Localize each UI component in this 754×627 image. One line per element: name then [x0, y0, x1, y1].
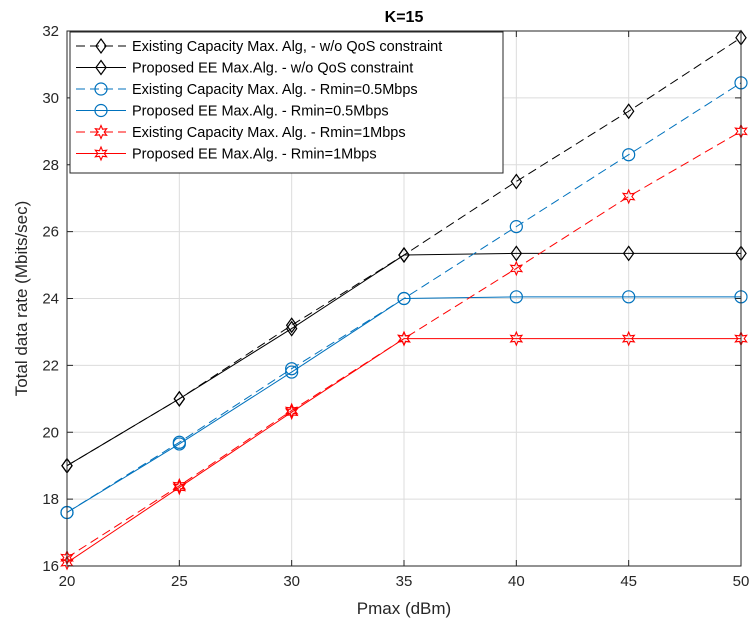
series-line-1 — [66, 252, 741, 467]
legend-marker-1 — [95, 59, 107, 76]
series-4-point-1 — [172, 477, 187, 494]
y-tick-label-1: 18 — [42, 491, 59, 508]
legend-marker-4 — [94, 124, 108, 140]
series-1-point-5 — [622, 245, 635, 262]
series-5-point-5 — [621, 330, 636, 347]
series-2-point-5 — [622, 148, 636, 162]
series-3-point-3 — [397, 291, 411, 306]
y-tick-label-5: 26 — [42, 224, 59, 241]
series-1-point-3 — [398, 247, 410, 264]
series-2-point-4 — [509, 220, 523, 234]
series-3-point-2 — [285, 365, 299, 379]
legend-entry-0: Existing Capacity Max. Alg, - w/o QoS co… — [76, 37, 442, 55]
x-tick-label-1: 25 — [171, 573, 188, 590]
series-line-5 — [66, 338, 741, 564]
chart-title: K=15 — [385, 9, 424, 26]
series-5-point-2 — [284, 404, 299, 421]
series-3-point-4 — [509, 290, 523, 304]
y-tick-label-2: 20 — [42, 424, 59, 441]
legend-label-0: Existing Capacity Max. Alg, - w/o QoS co… — [132, 39, 442, 55]
series-0-point-5 — [622, 103, 635, 120]
series-3-point-1 — [172, 437, 186, 451]
series-4-point-5 — [621, 188, 636, 205]
legend-marker-5 — [94, 145, 108, 162]
legend-entry-1: Proposed EE Max.Alg. - w/o QoS constrain… — [76, 59, 413, 77]
legend-marker-2 — [94, 82, 108, 96]
series-1-point-2 — [285, 320, 298, 337]
series-line-3 — [66, 296, 741, 513]
y-tick-label-0: 16 — [42, 558, 59, 575]
series-layer — [60, 29, 748, 571]
series-line-4 — [66, 130, 742, 559]
x-tick-label-3: 35 — [396, 573, 413, 590]
series-5-point-3 — [397, 330, 411, 347]
legend-label-5: Proposed EE Max.Alg. - Rmin=1Mbps — [132, 147, 377, 163]
axis-ticks: 20 25 30 35 40 45 50 16 18 20 22 24 26 28 30 32 — [42, 23, 749, 590]
series-4-point-4 — [509, 260, 524, 277]
y-tick-label-4: 24 — [42, 291, 59, 308]
y-axis-label: Total data rate (Mbits/sec) — [12, 201, 31, 397]
legend-label-2: Existing Capacity Max. Alg. - Rmin=0.5Mb… — [132, 82, 418, 98]
legend-box — [69, 31, 504, 174]
series-1 — [61, 245, 747, 474]
x-tick-label-6: 50 — [733, 573, 750, 590]
y-tick-label-3: 22 — [42, 357, 59, 374]
legend-marker-0 — [95, 37, 107, 55]
series-1-point-1 — [173, 390, 186, 407]
legend-entry-3: Proposed EE Max.Alg. - Rmin=0.5Mbps — [76, 104, 389, 120]
y-tick-label-6: 28 — [42, 157, 59, 174]
series-5 — [60, 330, 748, 571]
series-3-point-5 — [622, 290, 636, 304]
legend-label-1: Proposed EE Max.Alg. - w/o QoS constrain… — [132, 61, 413, 77]
legend-entry-5: Proposed EE Max.Alg. - Rmin=1Mbps — [76, 145, 377, 163]
series-5-point-1 — [172, 479, 187, 496]
series-5-point-4 — [509, 330, 524, 347]
x-tick-label-4: 40 — [508, 573, 525, 590]
y-tick-label-8: 32 — [42, 23, 59, 40]
series-0-point-2 — [285, 317, 298, 334]
legend-entry-2: Existing Capacity Max. Alg. - Rmin=0.5Mb… — [76, 82, 418, 98]
series-4-point-2 — [284, 402, 299, 419]
x-tick-label-0: 20 — [59, 573, 76, 590]
legend-entry-4: Existing Capacity Max. Alg. - Rmin=1Mbps — [76, 124, 406, 141]
legend: Existing Capacity Max. Alg, - w/o QoS co… — [69, 31, 504, 174]
y-tick-label-7: 30 — [42, 90, 59, 107]
x-axis-label: Pmax (dBm) — [357, 599, 451, 618]
x-tick-label-2: 30 — [283, 573, 300, 590]
series-1-point-4 — [510, 245, 523, 262]
legend-label-3: Proposed EE Max.Alg. - Rmin=0.5Mbps — [132, 104, 389, 120]
legend-label-4: Existing Capacity Max. Alg. - Rmin=1Mbps — [132, 125, 406, 141]
x-tick-label-5: 45 — [620, 573, 637, 590]
series-5-point-0 — [60, 554, 74, 571]
legend-marker-3 — [94, 103, 108, 118]
series-0-point-4 — [510, 173, 523, 190]
